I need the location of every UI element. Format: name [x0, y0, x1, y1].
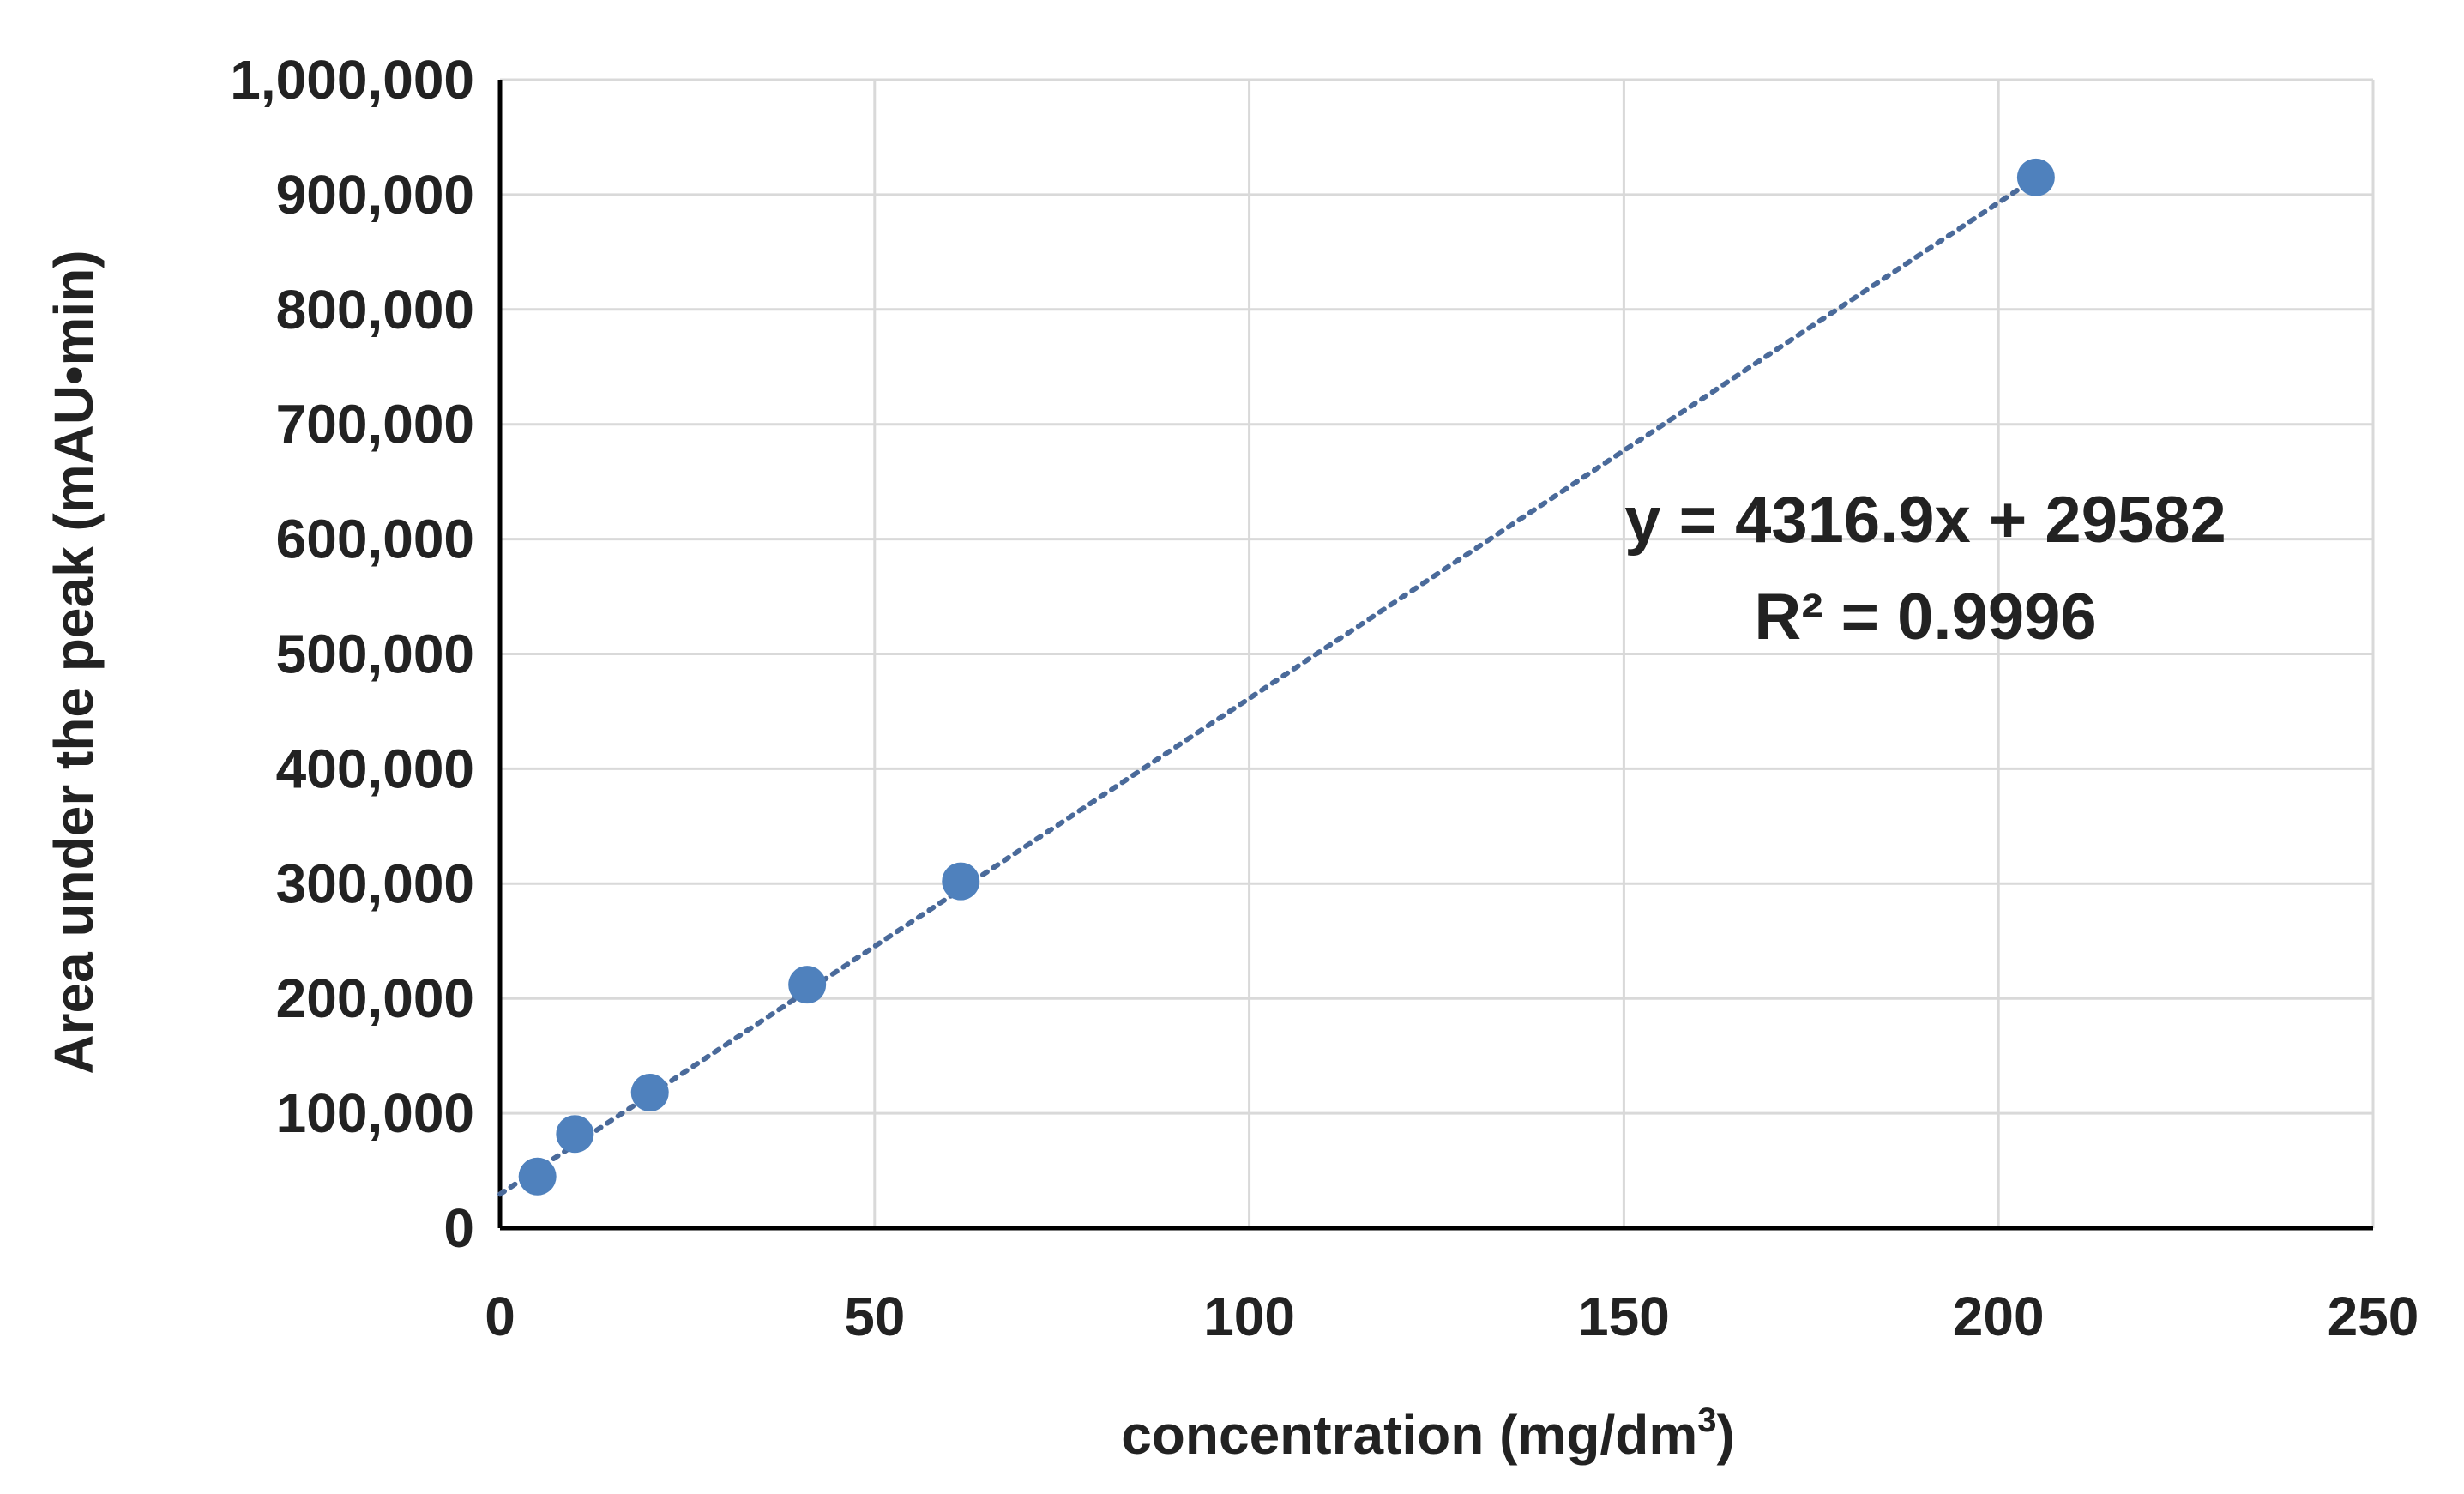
- data-point: [630, 1073, 669, 1111]
- x-tick-label: 0: [485, 1286, 515, 1347]
- y-axis-title: Area under the peak (mAU•min): [43, 250, 105, 1074]
- y-tick-label: 1,000,000: [230, 49, 474, 111]
- y-tick-label: 200,000: [276, 967, 474, 1029]
- x-axis-title-text: concentration (mg/dm: [1121, 1404, 1697, 1466]
- x-tick-labels: 0 50 100 150 200 250: [485, 1286, 2419, 1347]
- data-point: [518, 1157, 557, 1196]
- x-tick-label: 200: [1953, 1286, 2045, 1347]
- data-point: [556, 1115, 594, 1154]
- y-tick-label: 800,000: [276, 279, 474, 340]
- y-tick-label: 100,000: [276, 1082, 474, 1144]
- y-tick-label: 700,000: [276, 394, 474, 455]
- y-tick-label: 500,000: [276, 624, 474, 685]
- r-squared-label: R² = 0.9996: [1754, 581, 2096, 654]
- x-tick-label: 150: [1578, 1286, 1670, 1347]
- y-tick-label: 400,000: [276, 738, 474, 799]
- trendline: [497, 175, 2039, 1197]
- y-tick-label: 900,000: [276, 164, 474, 226]
- y-tick-label: 0: [443, 1197, 474, 1259]
- x-tick-label: 100: [1203, 1286, 1295, 1347]
- x-tick-label: 250: [2328, 1286, 2419, 1347]
- data-point: [2016, 158, 2055, 196]
- grid-lines: [500, 78, 2375, 1228]
- y-tick-labels: 0 100,000 200,000 300,000 400,000 500,000 600,…: [230, 49, 474, 1259]
- trendline-equation: y = 4316.9x + 29582: [1624, 484, 2226, 557]
- x-axis-title-close: ): [1716, 1404, 1734, 1466]
- x-tick-label: 50: [844, 1286, 905, 1347]
- data-point: [788, 966, 827, 1004]
- trendline-path: [497, 175, 2039, 1197]
- axes: [497, 80, 2373, 1231]
- x-axis-title: concentration (mg/dm3): [1121, 1401, 1735, 1466]
- data-point: [942, 862, 980, 901]
- y-tick-label: 600,000: [276, 509, 474, 570]
- x-axis-title-sup: 3: [1697, 1401, 1716, 1439]
- y-tick-label: 300,000: [276, 852, 474, 914]
- data-points: [518, 158, 2055, 1196]
